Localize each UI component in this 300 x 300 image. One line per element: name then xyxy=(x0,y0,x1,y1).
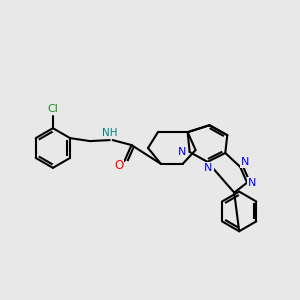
Text: N: N xyxy=(248,178,256,188)
Text: NH: NH xyxy=(102,128,117,138)
Text: N: N xyxy=(241,157,249,167)
Text: Cl: Cl xyxy=(47,104,58,114)
Text: N: N xyxy=(204,163,213,173)
Text: O: O xyxy=(114,159,123,172)
Text: N: N xyxy=(178,147,186,157)
